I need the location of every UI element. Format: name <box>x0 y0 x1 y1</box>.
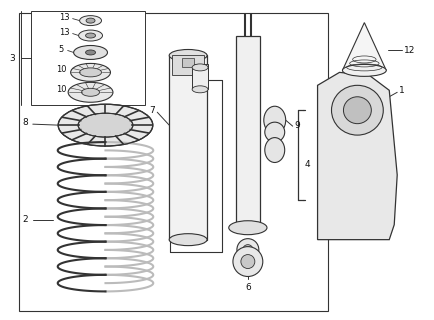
Text: 1: 1 <box>398 86 404 95</box>
Ellipse shape <box>68 82 113 102</box>
Ellipse shape <box>70 63 110 81</box>
Text: 5: 5 <box>59 45 64 54</box>
Ellipse shape <box>85 33 95 38</box>
Text: 13: 13 <box>59 28 69 37</box>
Text: 6: 6 <box>244 283 250 292</box>
Text: 13: 13 <box>59 13 69 22</box>
Text: 10: 10 <box>56 85 66 94</box>
Ellipse shape <box>79 16 101 26</box>
Ellipse shape <box>86 18 95 23</box>
Bar <box>31 11 145 105</box>
Polygon shape <box>317 72 396 240</box>
Ellipse shape <box>79 68 101 77</box>
Ellipse shape <box>78 113 132 137</box>
Ellipse shape <box>237 239 258 260</box>
Ellipse shape <box>85 50 95 55</box>
Text: 10: 10 <box>56 65 66 74</box>
Ellipse shape <box>263 106 285 134</box>
Ellipse shape <box>169 50 207 61</box>
Bar <box>172 55 204 76</box>
Ellipse shape <box>331 85 382 135</box>
Text: 2: 2 <box>23 215 28 224</box>
Text: 9: 9 <box>294 121 300 130</box>
Text: 4: 4 <box>304 160 309 170</box>
Bar <box>182 59 194 68</box>
Ellipse shape <box>264 138 284 163</box>
Ellipse shape <box>82 88 99 96</box>
Ellipse shape <box>228 221 266 235</box>
Text: 7: 7 <box>149 106 155 115</box>
Text: 12: 12 <box>403 46 414 55</box>
Bar <box>19 13 327 311</box>
Bar <box>235 36 259 228</box>
Text: 3: 3 <box>9 54 15 63</box>
Ellipse shape <box>242 244 252 255</box>
Ellipse shape <box>240 255 254 268</box>
Ellipse shape <box>343 97 371 124</box>
Ellipse shape <box>342 64 385 76</box>
Ellipse shape <box>264 122 284 142</box>
Ellipse shape <box>58 104 152 146</box>
Bar <box>192 64 207 89</box>
Ellipse shape <box>79 30 102 41</box>
Text: 11: 11 <box>173 51 185 60</box>
Text: 8: 8 <box>23 118 29 127</box>
Ellipse shape <box>192 64 207 71</box>
Ellipse shape <box>169 234 207 246</box>
Bar <box>169 55 207 240</box>
Ellipse shape <box>192 86 207 93</box>
Ellipse shape <box>232 247 262 276</box>
Ellipse shape <box>73 45 107 60</box>
Polygon shape <box>342 23 385 70</box>
